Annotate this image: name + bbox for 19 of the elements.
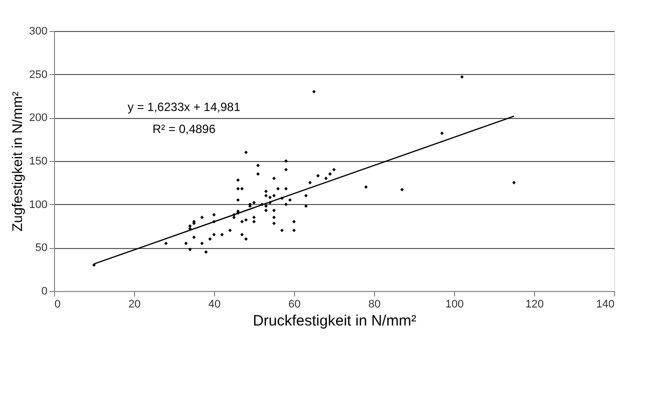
x-tick-label: 0 [54, 298, 61, 310]
y-tick-label: 150 [29, 156, 48, 168]
annotation: y = 1,6233x + 14,981 [128, 100, 241, 114]
y-tick-label: 100 [29, 198, 48, 211]
y-tick-label: 0 [41, 286, 48, 298]
x-tick-label: 60 [288, 298, 301, 310]
x-tick-label: 140 [596, 298, 614, 310]
y-tick-label: 250 [29, 68, 48, 81]
y-axis-title: Zugfestigkeit in N/mm² [9, 91, 26, 232]
y-tick-label: 50 [35, 242, 48, 254]
x-tick-label: 80 [368, 298, 381, 310]
x-tick-label: 100 [445, 298, 464, 310]
x-axis-title: Druckfestigkeit in N/mm² [252, 312, 416, 330]
y-tick-label: 300 [29, 26, 48, 38]
x-tick-label: 40 [208, 298, 221, 310]
y-tick-label: 200 [29, 112, 48, 124]
x-tick-label: 20 [128, 298, 141, 310]
x-tick-label: 120 [525, 298, 544, 310]
annotation: R² = 0,4896 [152, 122, 216, 136]
